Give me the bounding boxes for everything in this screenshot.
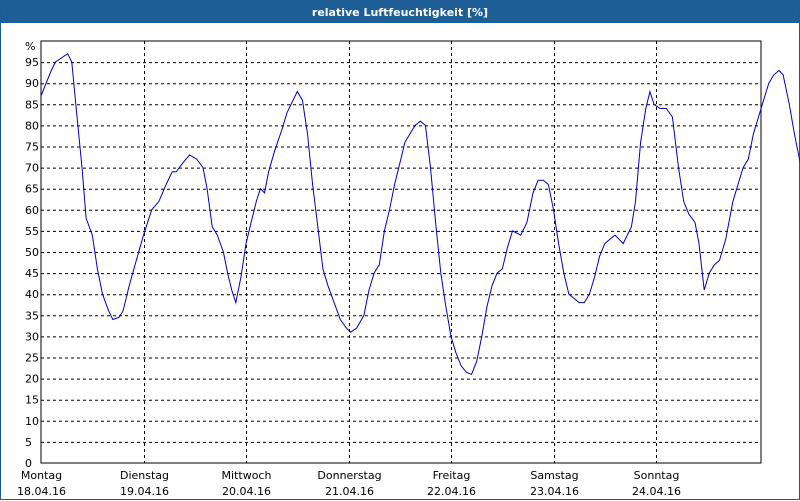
x-tick-weekday: Freitag [433,469,471,482]
y-tick-label: 75 [25,141,39,154]
y-tick-label: 10 [25,415,39,428]
y-tick-label: 30 [25,330,39,343]
humidity-series-line [40,52,800,376]
x-tick-date: 23.04.16 [530,485,579,498]
x-tick-weekday: Montag [21,469,62,482]
y-axis-label: % [25,40,35,53]
x-tick-date: 21.04.16 [325,485,374,498]
y-tick-label: 20 [25,373,39,386]
y-tick-label: 40 [25,288,39,301]
y-tick-label: 95 [25,56,39,69]
x-tick-date: 20.04.16 [222,485,271,498]
y-tick-label: 80 [25,119,39,132]
y-tick-label: 0 [25,457,32,470]
x-tick-weekday: Sonntag [634,469,680,482]
y-tick-label: 90 [25,77,39,90]
y-tick-label: 85 [25,98,39,111]
y-tick-label: 45 [25,267,39,280]
x-tick-date: 18.04.16 [17,485,66,498]
y-tick-label: 55 [25,225,39,238]
chart-title: relative Luftfeuchtigkeit [%] [1,1,799,23]
y-tick-label: 5 [25,436,32,449]
x-tick-date: 22.04.16 [427,485,476,498]
x-tick-date: 24.04.16 [632,485,681,498]
y-tick-label: 70 [25,162,39,175]
y-tick-label: 60 [25,204,39,217]
x-tick-date: 19.04.16 [120,485,169,498]
y-tick-label: 50 [25,246,39,259]
x-tick-weekday: Samstag [530,469,578,482]
x-tick-weekday: Dienstag [120,469,169,482]
x-tick-weekday: Donnerstag [317,469,381,482]
y-tick-label: 15 [25,394,39,407]
y-tick-label: 25 [25,352,39,365]
y-tick-label: 65 [25,183,39,196]
y-tick-label: 35 [25,309,39,322]
x-tick-weekday: Mittwoch [222,469,272,482]
